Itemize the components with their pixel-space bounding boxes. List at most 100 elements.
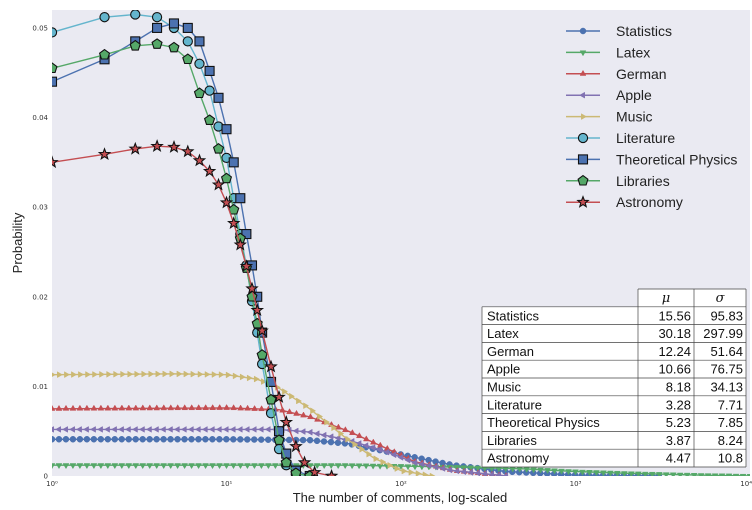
data-point (327, 463, 335, 470)
data-point (139, 404, 147, 411)
data-point (593, 470, 600, 476)
data-point (264, 359, 278, 373)
legend-label: German (616, 66, 667, 82)
data-point (52, 404, 56, 411)
data-point (212, 143, 225, 154)
data-point (218, 371, 225, 379)
data-point (174, 404, 182, 411)
data-point (90, 404, 98, 411)
table-header: μ (662, 291, 670, 306)
data-point (355, 432, 363, 439)
data-point (711, 473, 719, 476)
data-point (739, 473, 747, 476)
data-point (194, 36, 205, 47)
legend-label: Astronomy (616, 194, 683, 210)
data-point (118, 436, 125, 443)
data-point (160, 463, 168, 470)
data-point (732, 473, 740, 476)
x-axis-label: The number of comments, log-scaled (293, 490, 508, 505)
data-point (153, 404, 161, 411)
data-point (237, 463, 244, 470)
data-point (383, 448, 390, 456)
table-row: Apple 10.66 76.75 (487, 362, 743, 377)
data-point (181, 144, 195, 158)
x-tick-label: 10¹ (221, 480, 233, 488)
data-point (152, 22, 163, 33)
data-point (257, 426, 264, 433)
data-point (467, 469, 474, 476)
data-point (331, 424, 338, 432)
data-point (138, 426, 145, 433)
data-point (313, 437, 321, 445)
data-point (176, 370, 183, 378)
table-row: German 12.24 51.64 (487, 344, 743, 359)
data-point (202, 463, 209, 470)
data-point (253, 375, 260, 383)
data-point (296, 397, 302, 405)
data-point (341, 463, 349, 470)
legend-label: Theoretical Physics (616, 151, 737, 167)
data-point (215, 426, 222, 433)
data-point (306, 428, 313, 436)
data-point (324, 468, 339, 476)
data-point (213, 92, 224, 103)
data-point (180, 426, 187, 433)
data-point (148, 370, 155, 378)
data-point (183, 370, 190, 378)
table-body (482, 306, 746, 467)
data-point (474, 469, 481, 476)
data-point (106, 370, 113, 378)
data-point (297, 455, 312, 469)
data-point (111, 463, 119, 470)
data-point (460, 465, 468, 472)
data-point (203, 114, 216, 125)
data-point (408, 468, 415, 476)
data-point (188, 436, 195, 443)
data-point (55, 404, 63, 411)
data-point (310, 407, 317, 415)
data-point (146, 436, 153, 443)
data-point (439, 465, 446, 472)
data-point (432, 458, 439, 465)
data-point (82, 426, 89, 433)
data-point (272, 389, 286, 403)
data-point (216, 404, 224, 410)
legend-marker (579, 27, 587, 35)
data-point (76, 404, 84, 411)
table-row: Astronomy 4.47 10.8 (487, 451, 743, 466)
data-point (320, 431, 327, 439)
data-point (55, 463, 63, 470)
y-tick-label: 0.03 (32, 204, 48, 212)
data-point (162, 370, 169, 378)
data-point (279, 415, 294, 429)
data-point (220, 172, 233, 184)
data-point (52, 76, 58, 87)
table-row: Music 8.18 34.13 (487, 380, 743, 395)
data-point (289, 392, 295, 400)
legend-marker (577, 174, 589, 186)
legend-item-astronomy: Astronomy (566, 194, 683, 210)
data-point (182, 36, 193, 47)
data-point (62, 404, 70, 411)
data-point (627, 471, 635, 476)
data-point (401, 467, 408, 475)
data-point (104, 436, 112, 443)
data-point (194, 58, 205, 69)
data-point (89, 426, 96, 433)
data-point (167, 463, 175, 470)
data-point (243, 426, 250, 433)
data-point (153, 436, 160, 443)
table-cell-value: 51.64 (710, 344, 743, 359)
data-point (348, 463, 356, 470)
data-point (299, 436, 307, 444)
legend-marker (579, 50, 587, 57)
x-tick-labels: 10⁰ 10¹ 10² 10³ 10⁴ (46, 480, 752, 488)
table-header: σ (716, 291, 726, 306)
data-point (261, 378, 267, 385)
y-tick-label: 0.02 (32, 293, 48, 301)
data-point (460, 468, 467, 476)
data-point (282, 388, 288, 395)
data-point (620, 471, 628, 476)
data-point (502, 472, 509, 476)
table-cell-value: 15.56 (658, 308, 691, 323)
